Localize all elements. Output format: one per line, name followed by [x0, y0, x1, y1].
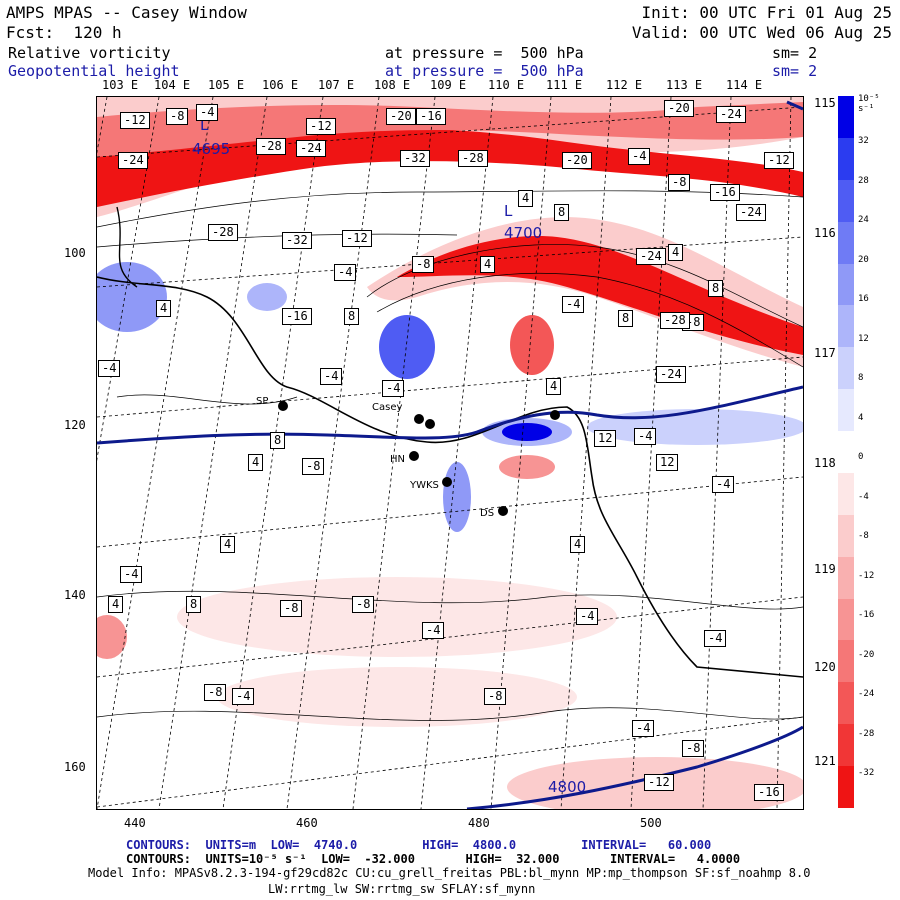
colorbar-tick: 32 — [858, 136, 869, 146]
station-marker[interactable] — [498, 506, 508, 516]
colorbar-swatch — [838, 724, 854, 767]
footer-model-info: Model Info: MPASv8.2.3-194-gf29cd82c CU:… — [88, 866, 811, 880]
colorbar-swatch — [838, 556, 854, 600]
colorbar-swatch — [838, 347, 854, 390]
colorbar-tick: 20 — [858, 254, 869, 265]
footer-vort-contours: CONTOURS: UNITS=10⁻⁵ s⁻¹ LOW= -32.000 HI… — [126, 852, 741, 866]
vorticity-positive-blob — [379, 315, 435, 379]
colorbar-tick: -16 — [858, 610, 875, 620]
colorbar-tick: 0 — [858, 452, 864, 462]
vorticity-positive-blob — [502, 423, 552, 441]
field2-name: Geopotential height — [8, 62, 180, 80]
vorticity-negative-blob — [510, 315, 554, 375]
x-tick: 440 — [124, 816, 146, 830]
colorbar-tick: -4 — [858, 491, 869, 502]
colorbar-tick: -20 — [858, 649, 875, 660]
valid-time: Valid: 00 UTC Wed 06 Aug 25 — [631, 23, 892, 42]
colorbar-swatch — [838, 766, 854, 809]
lon-label: 106 E — [262, 78, 299, 92]
colorbar-swatch — [838, 514, 854, 558]
colorbar-tick: 24 — [858, 215, 869, 225]
vorticity-positive-blob — [587, 409, 803, 445]
lon-label: 112 E — [606, 78, 643, 92]
y-tick: 100 — [64, 246, 86, 260]
vorticity-negative-blob — [217, 667, 577, 727]
vorticity-positive-blob — [97, 262, 167, 332]
colorbar-tick: -12 — [858, 570, 875, 581]
vorticity-contour-lines — [97, 190, 803, 721]
init-time: Init: 00 UTC Fri 01 Aug 25 — [641, 3, 892, 22]
colorbar-tick: 4 — [858, 412, 864, 423]
station-marker[interactable] — [278, 401, 288, 411]
colorbar-swatch — [838, 682, 854, 725]
colorbar-tick: 12 — [858, 333, 869, 344]
station-marker[interactable] — [442, 477, 452, 487]
colorbar-swatch — [838, 221, 854, 265]
coastline — [97, 276, 803, 678]
colorbar-swatch — [838, 389, 854, 432]
x-tick: 460 — [296, 816, 318, 830]
lon-label: 114 E — [726, 78, 763, 92]
footer-height-contours: CONTOURS: UNITS=m LOW= 4740.0 HIGH= 4800… — [126, 838, 712, 852]
field1-level: at pressure = 500 hPa — [385, 44, 584, 62]
x-tick: 500 — [640, 816, 662, 830]
lon-label: 103 E — [102, 78, 139, 92]
lon-label: 111 E — [546, 78, 583, 92]
station-marker[interactable] — [414, 414, 424, 424]
station-marker[interactable] — [550, 410, 560, 420]
vorticity-positive-blob — [443, 462, 471, 532]
coastline — [116, 206, 138, 288]
colorbar-tick: -28 — [858, 728, 875, 739]
colorbar-tick: 16 — [858, 294, 869, 304]
station-marker[interactable] — [425, 419, 435, 429]
height-contour-4800 — [466, 725, 803, 809]
station-markers — [278, 401, 560, 516]
colorbar-swatch — [838, 96, 854, 139]
colorbar-swatch — [838, 137, 854, 181]
field2-smooth: sm= 2 — [772, 62, 818, 80]
footer-model-info-2: LW:rrtmg_lw SW:rrtmg_sw SFLAY:sf_mynn — [268, 882, 536, 896]
lon-label: 113 E — [666, 78, 703, 92]
lon-label: 109 E — [430, 78, 467, 92]
window-title: AMPS MPAS -- Casey Window — [6, 3, 247, 22]
map-panel[interactable] — [96, 96, 804, 810]
colorbar-swatch — [838, 598, 854, 641]
colorbar-unit: 10⁻⁵ s⁻¹ — [858, 94, 880, 114]
colorbar-tick: -32 — [858, 768, 875, 778]
colorbar-swatch — [838, 472, 854, 516]
lon-label: 108 E — [374, 78, 411, 92]
colorbar-tick: -8 — [858, 531, 869, 541]
height-contour-4740 — [97, 385, 803, 445]
colorbar-swatch — [838, 431, 854, 474]
x-tick: 480 — [468, 816, 490, 830]
vorticity-negative-blob — [499, 455, 555, 479]
station-marker[interactable] — [409, 451, 419, 461]
colorbar — [838, 96, 854, 809]
vorticity-negative-blob — [97, 615, 127, 659]
vorticity-positive-blob — [247, 283, 287, 311]
colorbar-tick: 28 — [858, 175, 869, 186]
height-contour-top — [786, 100, 803, 111]
vorticity-negative-band-top-mid — [97, 102, 803, 157]
colorbar-swatch — [838, 305, 854, 348]
field2-level: at pressure = 500 hPa — [385, 62, 584, 80]
colorbar-swatch — [838, 179, 854, 223]
y-tick: 140 — [64, 588, 86, 602]
field1-name: Relative vorticity — [8, 44, 171, 62]
y-tick: 120 — [64, 418, 86, 432]
colorbar-tick: 8 — [858, 373, 864, 383]
lon-label: 104 E — [154, 78, 191, 92]
lon-label: 110 E — [488, 78, 525, 92]
colorbar-swatch — [838, 640, 854, 683]
lon-label: 105 E — [208, 78, 245, 92]
field1-smooth: sm= 2 — [772, 44, 818, 62]
y-tick: 160 — [64, 760, 86, 774]
forecast-hour: Fcst: 120 h — [6, 23, 122, 42]
lon-label: 107 E — [318, 78, 355, 92]
colorbar-tick: -24 — [858, 689, 875, 699]
vorticity-negative-blob — [177, 577, 617, 657]
colorbar-swatch — [838, 263, 854, 306]
